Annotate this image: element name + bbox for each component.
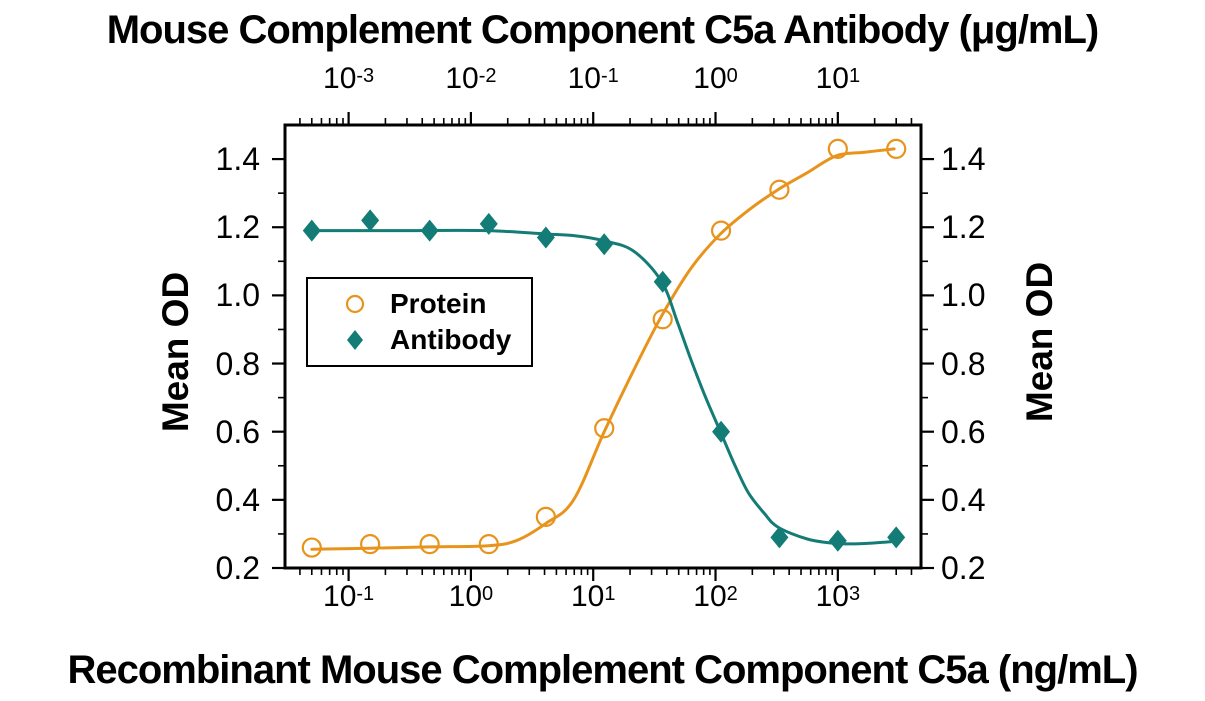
right-y-axis-tick-label: 1.4 [941, 141, 986, 178]
bottom-axis-tick-label: 10-1 [323, 580, 375, 613]
left-y-axis-tick-label: 0.8 [215, 345, 260, 382]
data-point-antibody [712, 420, 731, 443]
top-axis-tick-label: 101 [815, 62, 861, 95]
left-y-axis-tick-label: 1.4 [215, 141, 260, 178]
bottom-axis-tick-label: 102 [693, 580, 738, 613]
top-axis-tick-label: 10-2 [445, 62, 497, 95]
legend-item-protein: Protein [308, 287, 531, 321]
fit-curve-protein [310, 147, 896, 551]
legend-label-protein: Protein [390, 288, 487, 319]
data-point-antibody [595, 233, 614, 256]
data-point-protein [360, 534, 381, 555]
data-point-antibody [361, 209, 380, 232]
data-point-antibody [770, 526, 789, 549]
data-point-antibody [536, 226, 555, 249]
right-y-axis-tick-label: 1.2 [941, 209, 986, 246]
bottom-axis-tick-label: 100 [448, 580, 494, 613]
data-point-protein [769, 179, 790, 200]
open-circle-icon [345, 294, 365, 314]
filled-diamond-icon [347, 330, 363, 350]
data-point-antibody [828, 529, 847, 552]
data-point-protein [594, 418, 615, 439]
top-axis-tick-label: 10-1 [567, 62, 619, 95]
data-point-antibody [302, 219, 321, 242]
right-y-axis-tick-label: 0.4 [941, 481, 986, 518]
left-y-axis-tick-label: 1.0 [215, 277, 260, 314]
legend-item-antibody: Antibody [308, 323, 531, 357]
top-axis-title: Mouse Complement Component C5a Antibody … [106, 8, 1100, 52]
data-point-protein [419, 534, 440, 555]
bottom-axis-tick-label: 103 [815, 580, 861, 613]
left-y-axis-tick-label: 0.2 [215, 550, 260, 586]
data-point-protein [652, 309, 673, 330]
bottom-axis-tick-label: 101 [570, 580, 616, 613]
legend-label-antibody: Antibody [390, 324, 512, 355]
left-y-axis-tick-label: 0.4 [215, 481, 260, 518]
data-point-antibody [479, 212, 498, 235]
top-axis-tick-label: 100 [693, 62, 738, 95]
top-axis-tick-label: 10-3 [323, 62, 375, 95]
data-point-protein [478, 534, 499, 555]
data-point-protein [301, 537, 322, 558]
bottom-axis-title: Recombinant Mouse Complement Component C… [67, 648, 1138, 692]
plot-frame [283, 123, 923, 570]
data-point-protein [710, 220, 732, 241]
left-y-axis-tick-label: 0.6 [215, 413, 260, 450]
data-point-antibody [653, 270, 672, 293]
data-point-protein [535, 506, 556, 527]
right-y-axis-tick-label: 1.0 [941, 277, 986, 314]
data-point-protein [886, 138, 907, 159]
legend: Protein Antibody [306, 277, 533, 367]
data-point-antibody [420, 219, 439, 242]
data-point-protein [827, 138, 848, 159]
data-point-antibody [887, 526, 906, 549]
right-y-axis-tick-label: 0.2 [941, 550, 986, 586]
left-y-axis-tick-label: 1.2 [215, 209, 260, 246]
right-y-axis-tick-label: 0.8 [941, 345, 986, 382]
right-y-axis-tick-label: 0.6 [941, 413, 986, 450]
